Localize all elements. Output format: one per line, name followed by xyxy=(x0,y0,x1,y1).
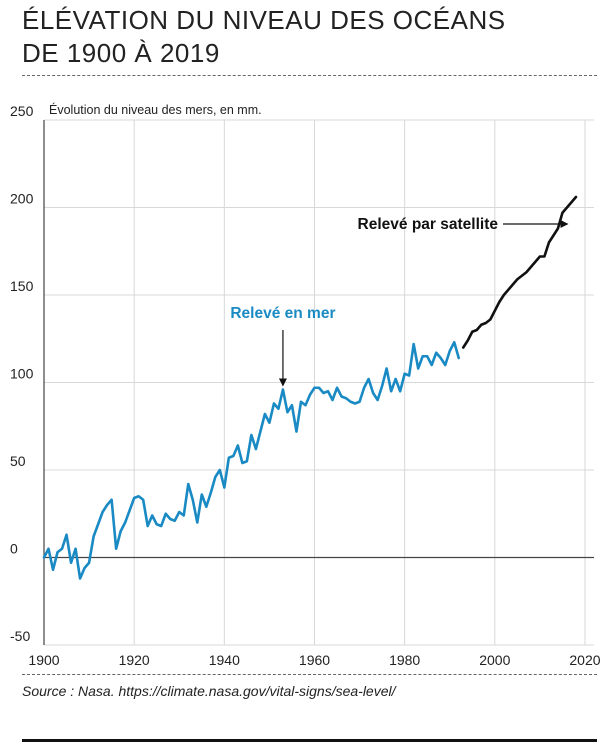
chart-title-line-1: ÉLÉVATION DU NIVEAU DES OCÉANS xyxy=(22,5,506,35)
y-axis-label: Évolution du niveau des mers, en mm. xyxy=(49,102,262,117)
axis-tick-labels: 1900 1920 1940 1960 1980 2000 2020 -50 0 50 100 150… xyxy=(10,103,601,668)
x-tick-1900: 1900 xyxy=(28,652,59,668)
annotation-satellite-label: Relevé par satellite xyxy=(358,216,499,233)
x-tick-1920: 1920 xyxy=(119,652,150,668)
title-divider xyxy=(22,75,597,76)
y-tick--50: -50 xyxy=(10,628,30,644)
y-tick-0: 0 xyxy=(10,541,18,557)
annotation-sea-label: Relevé en mer xyxy=(230,305,335,322)
y-tick-100: 100 xyxy=(10,366,34,382)
satellite-measurement-line xyxy=(461,195,578,349)
sea-level-chart: 1900 1920 1940 1960 1980 2000 2020 -50 0 50 100 150… xyxy=(10,102,601,668)
y-tick-250: 250 xyxy=(10,103,34,119)
chart-title: ÉLÉVATION DU NIVEAU DES OCÉANS DE 1900 À… xyxy=(22,4,506,70)
chart-title-line-2: DE 1900 À 2019 xyxy=(22,38,220,68)
y-tick-150: 150 xyxy=(10,278,34,294)
source-note: Source : Nasa. https://climate.nasa.gov/… xyxy=(22,683,396,699)
annotations: Relevé en mer Relevé par satellite xyxy=(230,216,569,387)
grid-lines xyxy=(43,119,594,646)
x-tick-1940: 1940 xyxy=(209,652,240,668)
y-tick-50: 50 xyxy=(10,453,26,469)
y-tick-200: 200 xyxy=(10,191,34,207)
source-divider xyxy=(22,674,597,675)
x-tick-1980: 1980 xyxy=(389,652,420,668)
x-tick-2000: 2000 xyxy=(479,652,510,668)
sea-measurement-line xyxy=(42,340,461,580)
bottom-rule xyxy=(22,739,597,742)
x-tick-2020: 2020 xyxy=(569,652,600,668)
x-tick-1960: 1960 xyxy=(299,652,330,668)
data-series xyxy=(42,195,578,580)
